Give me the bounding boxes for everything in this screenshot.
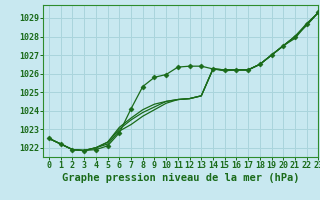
X-axis label: Graphe pression niveau de la mer (hPa): Graphe pression niveau de la mer (hPa) [62,173,300,183]
